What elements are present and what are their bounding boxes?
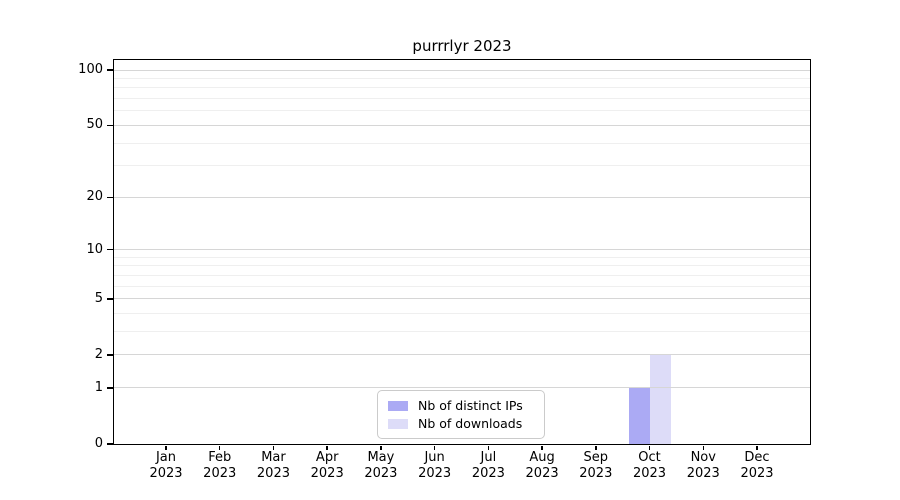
legend-entry-downloads: Nb of downloads (388, 415, 534, 431)
gridline-minor-30 (114, 165, 810, 167)
x-tick-mark-jan (165, 446, 167, 450)
x-tick-label-month: Sep (583, 450, 609, 465)
x-tick-label-year: 2023 (686, 466, 720, 481)
gridline-major-5 (114, 298, 810, 300)
y-tick-label-50: 50 (86, 117, 103, 133)
x-tick-mark-mar (272, 446, 275, 450)
x-tick-label-jul: Jul 2023 (453, 450, 523, 482)
gridline-minor-40 (114, 142, 810, 144)
y-tick-mark-0 (107, 443, 113, 445)
x-tick-label-year: 2023 (149, 466, 183, 481)
x-tick-label-year: 2023 (579, 466, 613, 481)
bar-nb-of-distinct-ips-oct (628, 387, 650, 444)
x-tick-mark-aug (541, 446, 543, 450)
x-tick-mark-jun (433, 446, 436, 450)
x-tick-label-year: 2023 (525, 466, 559, 481)
y-tick-mark-50 (107, 124, 113, 127)
y-tick-mark-100 (107, 69, 113, 71)
x-tick-label-oct: Oct 2023 (615, 450, 685, 482)
gridline-minor-6 (114, 285, 810, 287)
y-tick-mark-1 (107, 387, 113, 389)
gridline-minor-4 (114, 313, 810, 315)
legend-label-downloads: Nb of downloads (418, 415, 523, 431)
x-tick-label-dec: Dec 2023 (722, 450, 792, 482)
x-tick-mark-feb (218, 446, 221, 450)
gridline-minor-7 (114, 274, 810, 276)
legend-swatch-downloads (388, 418, 408, 429)
x-tick-label-month: Jul (480, 450, 497, 465)
x-tick-mark-may (380, 446, 382, 450)
x-tick-label-jan: Jan 2023 (131, 450, 201, 482)
y-tick-label-10: 10 (86, 241, 103, 257)
x-tick-label-nov: Nov 2023 (668, 450, 738, 482)
gridline-minor-80 (114, 87, 810, 89)
y-tick-label-20: 20 (86, 189, 103, 205)
x-tick-mark-apr (326, 446, 328, 450)
y-tick-label-5: 5 (94, 290, 103, 306)
legend-entry-distinct-ips: Nb of distinct IPs (388, 397, 534, 413)
x-tick-label-month: Dec (744, 450, 770, 465)
legend: Nb of distinct IPs Nb of downloads (377, 390, 545, 439)
x-tick-label-year: 2023 (632, 466, 667, 481)
legend-label-distinct-ips: Nb of distinct IPs (418, 397, 523, 413)
x-tick-label-feb: Feb 2023 (185, 450, 255, 482)
y-tick-mark-10 (107, 248, 113, 251)
gridline-major-1 (114, 387, 810, 389)
x-tick-label-apr: Apr 2023 (292, 450, 362, 482)
x-tick-label-year: 2023 (310, 466, 344, 481)
x-tick-mark-jul (487, 446, 490, 450)
gridline-major-50 (114, 124, 810, 126)
y-tick-label-0: 0 (94, 436, 103, 451)
x-tick-label-month: Oct (638, 450, 661, 465)
legend-swatch-distinct-ips (388, 400, 408, 411)
x-tick-label-month: Jan (155, 450, 177, 465)
gridline-major-2 (114, 354, 810, 356)
x-tick-label-month: Aug (529, 450, 555, 465)
x-tick-label-year: 2023 (418, 466, 452, 481)
gridline-minor-90 (114, 77, 810, 79)
y-tick-mark-5 (107, 298, 113, 300)
gridline-minor-60 (114, 110, 810, 112)
x-tick-label-aug: Aug 2023 (507, 450, 577, 482)
gridline-minor-70 (114, 98, 810, 100)
gridline-minor-8 (114, 265, 810, 267)
x-tick-label-month: Feb (208, 450, 232, 465)
gridline-minor-3 (114, 331, 810, 333)
x-tick-label-sep: Sep 2023 (561, 450, 631, 482)
x-tick-label-month: May (367, 450, 395, 465)
x-tick-label-month: Apr (315, 450, 339, 465)
x-tick-label-jun: Jun 2023 (400, 450, 470, 482)
x-tick-label-year: 2023 (256, 466, 290, 481)
gridline-minor-9 (114, 256, 810, 258)
x-tick-label-month: Jun (424, 450, 445, 465)
x-tick-label-year: 2023 (364, 466, 398, 481)
x-tick-label-year: 2023 (740, 466, 774, 481)
y-tick-mark-2 (107, 354, 113, 356)
y-tick-label-100: 100 (78, 62, 103, 77)
gridline-major-20 (114, 196, 810, 198)
chart-title: purrrlyr 2023 (412, 37, 512, 55)
x-tick-label-year: 2023 (203, 466, 237, 481)
x-tick-mark-sep (595, 446, 597, 450)
x-tick-mark-dec (756, 446, 758, 450)
y-tick-mark-20 (107, 196, 113, 199)
x-tick-mark-nov (702, 446, 705, 450)
x-tick-label-mar: Mar 2023 (238, 450, 308, 482)
plot-area (114, 60, 810, 444)
y-tick-label-1: 1 (94, 379, 103, 395)
x-tick-mark-oct (648, 446, 651, 450)
x-tick-label-month: Nov (690, 450, 716, 465)
x-tick-label-month: Mar (261, 450, 286, 465)
bar-nb-of-downloads-oct (649, 354, 671, 444)
gridline-major-100 (114, 69, 810, 71)
y-tick-label-2: 2 (94, 346, 103, 362)
gridline-major-10 (114, 249, 810, 251)
x-tick-label-may: May 2023 (346, 450, 416, 482)
x-tick-label-year: 2023 (471, 466, 505, 481)
